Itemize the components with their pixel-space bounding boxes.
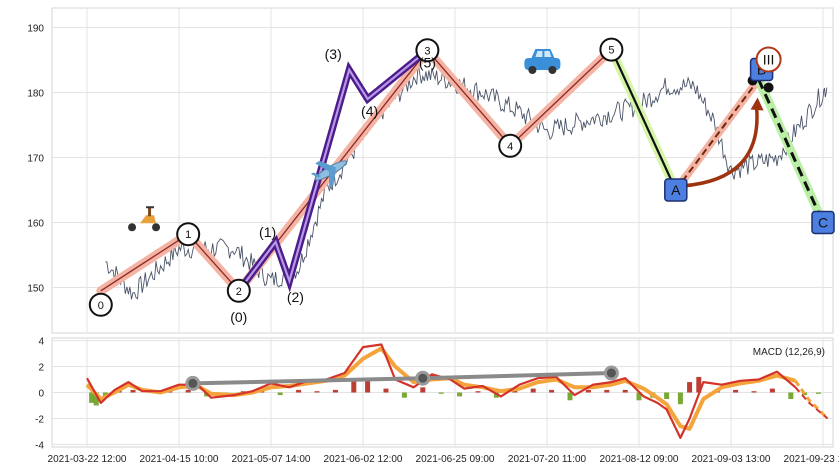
macd-divergence-point <box>603 365 619 381</box>
degree-marker-label: III <box>763 52 775 68</box>
impulse-label-circle <box>88 292 113 317</box>
sub-wave-label: (4) <box>361 103 378 119</box>
macd-divergence-point <box>185 375 201 391</box>
x-tick-label: 2021-09-03 13:00 <box>692 454 771 465</box>
x-tick-label: 2021-08-12 09:00 <box>600 454 679 465</box>
macd-histogram-bar <box>401 392 407 398</box>
macd-y-tick-label: -2 <box>35 414 44 425</box>
macd-signal-projection <box>794 379 829 420</box>
macd-histogram-bar <box>475 391 481 393</box>
macd-histogram-bar <box>277 392 283 396</box>
impulse-label-circle <box>226 278 251 303</box>
macd-histogram-bar <box>365 379 371 393</box>
x-tick-label: 2021-09-23 10:00 <box>784 454 839 465</box>
macd-histogram-bar <box>769 388 775 393</box>
sub-wave-label: (0) <box>230 309 247 325</box>
correction-label: A <box>671 182 681 198</box>
macd-y-tick-label: 4 <box>38 337 44 348</box>
correction-c-line <box>757 78 825 224</box>
icons-layer <box>128 49 561 232</box>
macd-histogram-bar <box>788 392 794 399</box>
axes-layer: 2021-03-22 12:00 2021-04-15 10:00 2021-05-… <box>27 24 839 466</box>
macd-histogram-bar <box>493 392 499 398</box>
macd-y-tick-label: 0 <box>38 389 44 400</box>
macd-histogram-bar <box>420 387 426 393</box>
correction-label-box <box>664 178 688 202</box>
price-y-tick-label: 150 <box>27 284 44 295</box>
macd-y-tick-label: 2 <box>38 363 44 374</box>
a-to-b-curved-arrow <box>681 107 759 188</box>
macd-histogram-bar <box>696 376 702 393</box>
price-y-tick-label: 170 <box>27 154 44 165</box>
correction-label-box <box>811 210 835 235</box>
scooter-icon <box>128 206 161 232</box>
sub-wave-label: (3) <box>325 46 342 62</box>
impulse-label: 1 <box>185 229 191 241</box>
impulse-label: 0 <box>98 300 104 312</box>
macd-layer <box>85 343 829 439</box>
price-y-tick-label: 190 <box>27 24 44 35</box>
macd-y-tick-label: -4 <box>35 440 44 451</box>
correction-label: C <box>818 215 828 231</box>
correction-b-line <box>674 78 760 191</box>
price-panel-frame <box>51 7 834 334</box>
macd-histogram-bar <box>664 392 670 399</box>
macd-histogram-bar <box>530 388 536 393</box>
macd-histogram-bar <box>549 389 555 393</box>
macd-histogram-bar <box>438 392 444 394</box>
macd-panel-label: MACD (12,26,9) <box>753 347 825 358</box>
impulse-label-circle <box>415 38 440 63</box>
macd-histogram-bar <box>102 392 108 397</box>
macd-histogram-bar <box>130 389 136 393</box>
x-tick-label: 2021-03-22 12:00 <box>48 454 127 465</box>
macd-histogram-bar <box>93 392 99 406</box>
x-tick-label: 2021-04-15 10:00 <box>140 454 219 465</box>
sub-wave-label: (1) <box>259 224 276 240</box>
x-tick-label: 2021-05-07 14:00 <box>232 454 311 465</box>
x-tick-label: 2021-06-25 09:00 <box>416 454 495 465</box>
macd-histogram-bar <box>332 389 338 393</box>
x-tick-label: 2021-06-02 12:00 <box>324 454 403 465</box>
x-tick-label: 2021-07-20 11:00 <box>508 454 587 465</box>
macd-projection <box>794 386 829 420</box>
macd-histogram-bar <box>351 380 357 393</box>
impulse-label-circle <box>498 133 523 158</box>
sub-wave-label: (2) <box>287 289 304 305</box>
macd-divergence-point <box>415 370 431 386</box>
impulse-label-circle <box>599 37 624 62</box>
macd-histogram-bar <box>733 389 739 393</box>
airplane-icon <box>310 160 348 188</box>
sub-wave-label: (5) <box>419 54 436 70</box>
impulse-label-circle <box>176 222 201 247</box>
price-y-tick-label: 180 <box>27 89 44 100</box>
price-y-tick-label: 160 <box>27 219 44 230</box>
impulse-label: 3 <box>424 45 430 57</box>
macd-histogram-bar <box>751 391 757 393</box>
car-icon <box>524 49 561 74</box>
macd-histogram-bar <box>185 389 191 393</box>
macd-histogram-bar <box>457 392 463 397</box>
macd-histogram-bar <box>636 392 642 401</box>
macd-histogram-bar <box>622 389 628 393</box>
macd-histogram-bar <box>383 388 389 393</box>
degree-marker-circle <box>755 46 782 73</box>
b-marker-dot <box>763 82 774 93</box>
correction-a-line <box>610 49 677 191</box>
macd-histogram-bar <box>677 392 683 405</box>
macd-histogram-bar <box>314 391 320 393</box>
macd-histogram-bar <box>89 392 95 403</box>
macd-histogram-bar <box>567 392 573 401</box>
a-to-b-arrowhead <box>750 97 764 111</box>
impulse-label: 2 <box>236 286 242 298</box>
macd-histogram-bar <box>296 389 302 393</box>
impulse-label: 5 <box>608 45 614 57</box>
macd-histogram-bar <box>815 392 821 394</box>
macd-histogram-bar <box>687 382 693 393</box>
macd-histogram-bar <box>604 389 610 393</box>
impulse-label: 4 <box>507 141 513 153</box>
macd-histogram-bar <box>585 389 591 393</box>
